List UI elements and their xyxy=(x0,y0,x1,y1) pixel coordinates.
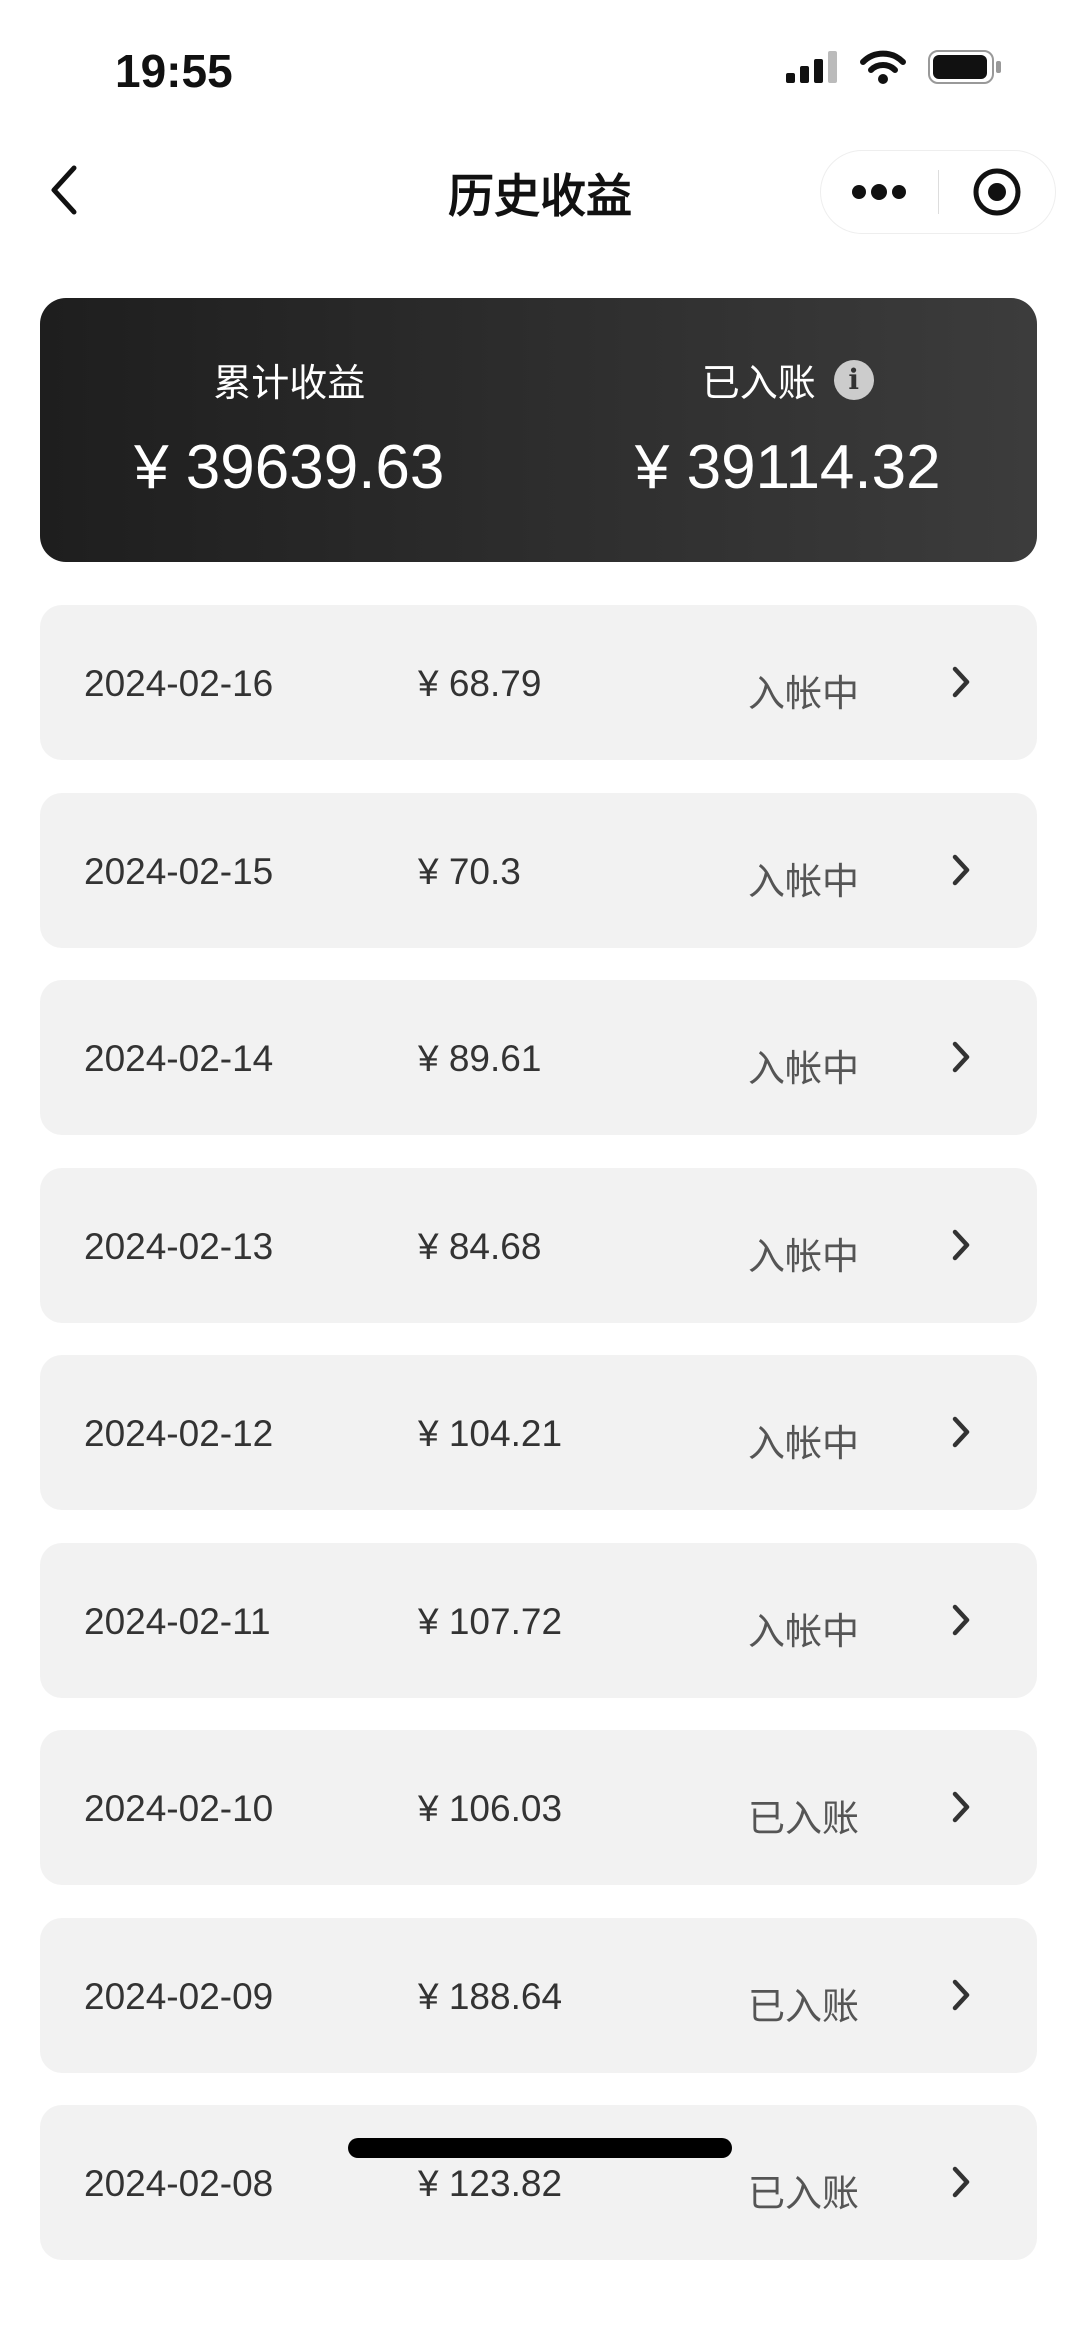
home-indicator xyxy=(348,2138,732,2158)
chevron-right-icon xyxy=(946,2157,976,2216)
record-date: 2024-02-14 xyxy=(84,1038,274,1079)
more-button[interactable] xyxy=(821,151,938,233)
earning-record-row[interactable]: 2024-02-14 ¥ 89.61 入帐中 xyxy=(40,980,1037,1135)
record-date: 2024-02-08 xyxy=(84,2163,274,2204)
wifi-icon xyxy=(860,50,906,84)
close-miniprogram-button[interactable] xyxy=(939,151,1056,233)
record-date: 2024-02-16 xyxy=(84,663,274,704)
chevron-right-icon xyxy=(946,1220,976,1279)
target-close-icon xyxy=(973,168,1021,216)
credited-amount: ¥ 39114.32 xyxy=(634,433,941,502)
record-amount: ¥ 84.68 xyxy=(418,1225,542,1267)
record-amount: ¥ 89.61 xyxy=(418,1038,542,1079)
earnings-summary-card: 累计收益 ¥ 39639.63 已入账 i ¥ 39114.32 xyxy=(40,298,1037,562)
chevron-right-icon xyxy=(946,1595,976,1654)
record-status: 已入账 xyxy=(748,1798,859,1839)
chevron-right-icon xyxy=(946,1032,976,1091)
record-status: 入帐中 xyxy=(748,673,859,714)
earning-record-row[interactable]: 2024-02-15 ¥ 70.3 入帐中 xyxy=(40,792,1037,948)
record-date: 2024-02-12 xyxy=(84,1413,274,1454)
earning-record-row[interactable]: 2024-02-10 ¥ 106.03 已入账 xyxy=(40,1730,1037,1885)
info-icon[interactable]: i xyxy=(833,359,874,400)
credited-earnings: 已入账 i ¥ 39114.32 xyxy=(539,298,1038,562)
earning-record-row[interactable]: 2024-02-11 ¥ 107.72 入帐中 xyxy=(40,1542,1037,1698)
page-title: 历史收益 xyxy=(448,170,632,222)
miniprogram-capsule xyxy=(820,150,1056,234)
record-status: 入帐中 xyxy=(748,1423,859,1464)
chevron-right-icon xyxy=(946,657,976,716)
record-date: 2024-02-15 xyxy=(84,850,274,892)
credited-label: 已入账 xyxy=(701,363,816,405)
record-date: 2024-02-11 xyxy=(84,1600,271,1642)
earning-record-row[interactable]: 2024-02-13 ¥ 84.68 入帐中 xyxy=(40,1167,1037,1323)
total-earnings: 累计收益 ¥ 39639.63 xyxy=(40,298,539,562)
record-amount: ¥ 123.82 xyxy=(418,2163,563,2204)
record-status: 已入账 xyxy=(748,2173,859,2214)
record-status: 入帐中 xyxy=(748,860,859,902)
signal-icon xyxy=(786,51,837,83)
record-amount: ¥ 70.3 xyxy=(418,850,521,892)
record-date: 2024-02-10 xyxy=(84,1788,274,1829)
chevron-right-icon xyxy=(946,1782,976,1841)
record-amount: ¥ 104.21 xyxy=(418,1413,563,1454)
record-date: 2024-02-13 xyxy=(84,1225,274,1267)
battery-icon xyxy=(928,50,1001,84)
record-status: 入帐中 xyxy=(748,1048,859,1089)
record-status: 入帐中 xyxy=(748,1610,859,1652)
record-amount: ¥ 188.64 xyxy=(418,1975,563,2017)
record-amount: ¥ 106.03 xyxy=(418,1788,563,1829)
capsule-divider xyxy=(937,170,939,214)
earning-record-row[interactable]: 2024-02-09 ¥ 188.64 已入账 xyxy=(40,1917,1037,2073)
record-status: 已入账 xyxy=(748,1985,859,2027)
back-chevron-icon[interactable] xyxy=(40,160,100,220)
earning-record-row[interactable]: 2024-02-12 ¥ 104.21 入帐中 xyxy=(40,1355,1037,1510)
more-dots-icon xyxy=(852,184,907,200)
record-amount: ¥ 107.72 xyxy=(418,1600,563,1642)
status-time: 19:55 xyxy=(115,45,233,97)
chevron-right-icon xyxy=(946,845,976,904)
record-date: 2024-02-09 xyxy=(84,1975,274,2017)
earning-record-row[interactable]: 2024-02-16 ¥ 68.79 入帐中 xyxy=(40,605,1037,760)
chevron-right-icon xyxy=(946,1407,976,1466)
record-amount: ¥ 68.79 xyxy=(418,663,542,704)
earning-record-row[interactable]: 2024-02-08 ¥ 123.82 已入账 xyxy=(40,2105,1037,2260)
status-icons xyxy=(786,50,1002,84)
total-amount: ¥ 39639.63 xyxy=(134,433,445,502)
total-label: 累计收益 xyxy=(213,363,366,405)
chevron-right-icon xyxy=(946,1970,976,2029)
record-status: 入帐中 xyxy=(748,1235,859,1277)
